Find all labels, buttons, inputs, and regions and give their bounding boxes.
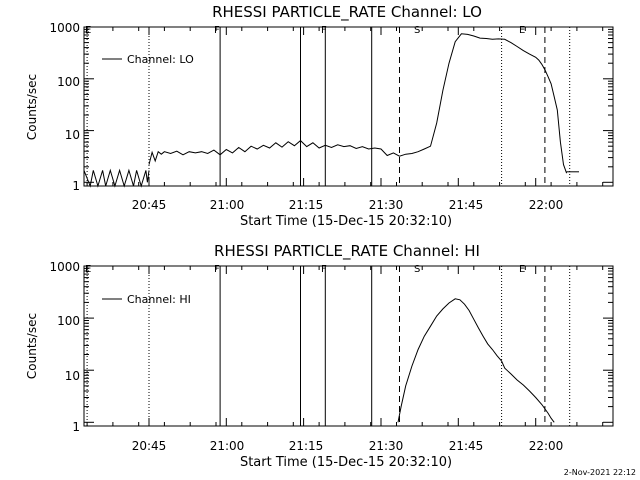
y-tick-label: 1000: [49, 260, 80, 274]
marker-label: F: [214, 264, 220, 275]
y-tick-labels: 1 10 100 1000: [49, 21, 80, 193]
y-tick-labels: 1 10 100 1000: [49, 260, 80, 434]
legend-label: Channel: LO: [127, 53, 194, 66]
x-tick-label: 21:15: [289, 198, 324, 212]
legend-label: Channel: HI: [127, 293, 191, 306]
y-tick-label: 1: [72, 420, 80, 434]
y-tick-label: 100: [57, 314, 80, 328]
legend: Channel: HI: [102, 293, 191, 306]
marker-label: E: [85, 264, 91, 275]
marker-label: F: [321, 25, 327, 36]
x-tick-label: 21:15: [289, 439, 324, 453]
legend: Channel: LO: [102, 53, 194, 66]
panel-bottom: RHESSI PARTICLE_RATE Channel: HI 1 10 10…: [25, 242, 614, 470]
marker-label: E: [85, 25, 91, 36]
x-tick-labels: 20:45 21:00 21:15 21:30 21:45 22:00: [132, 439, 564, 453]
y-tick-label: 10: [65, 128, 80, 142]
y-tick-label: 1: [72, 179, 80, 193]
series-line: [148, 33, 568, 174]
event-markers: [86, 266, 571, 426]
x-tick-label: 21:45: [449, 198, 484, 212]
marker-label: S: [414, 25, 420, 36]
axis-ticks: [84, 266, 613, 426]
x-axis-label: Start Time (15-Dec-15 20:32:10): [240, 214, 452, 229]
marker-labels: E F F S E: [85, 25, 525, 36]
x-tick-labels: 20:45 21:00 21:15 21:30 21:45 22:00: [132, 198, 564, 212]
marker-label: E: [519, 25, 525, 36]
axis-ticks: [84, 27, 613, 186]
x-tick-label: 21:00: [210, 439, 245, 453]
footer-timestamp: 2-Nov-2021 22:12: [564, 468, 636, 477]
y-tick-label: 1000: [49, 21, 80, 35]
chart-title: RHESSI PARTICLE_RATE Channel: LO: [212, 3, 482, 22]
marker-label: E: [519, 264, 525, 275]
y-tick-label: 10: [65, 369, 80, 383]
x-tick-label: 20:45: [132, 198, 167, 212]
series-line: [397, 298, 555, 423]
event-markers: [86, 27, 571, 186]
marker-label: F: [321, 264, 327, 275]
y-axis-label: Counts/sec: [25, 313, 39, 379]
data-series: [397, 298, 555, 423]
chart-title: RHESSI PARTICLE_RATE Channel: HI: [214, 242, 480, 261]
series-line: [83, 168, 150, 188]
x-axis-label: Start Time (15-Dec-15 20:32:10): [240, 455, 452, 470]
marker-labels: E F F S E: [85, 264, 525, 275]
x-tick-label: 21:30: [369, 198, 404, 212]
x-tick-label: 21:30: [369, 439, 404, 453]
panel-top: RHESSI PARTICLE_RATE Channel: LO 1 10 10…: [25, 3, 614, 229]
plot-frame: [83, 26, 614, 187]
data-series: [83, 33, 579, 188]
plot-frame: [83, 265, 614, 427]
x-tick-label: 22:00: [529, 439, 564, 453]
x-tick-label: 21:00: [210, 198, 245, 212]
x-tick-label: 21:45: [449, 439, 484, 453]
marker-label: S: [414, 264, 420, 275]
x-tick-label: 20:45: [132, 439, 167, 453]
y-tick-label: 100: [57, 75, 80, 89]
x-tick-label: 22:00: [529, 198, 564, 212]
marker-label: F: [214, 25, 220, 36]
y-axis-label: Counts/sec: [25, 74, 39, 140]
